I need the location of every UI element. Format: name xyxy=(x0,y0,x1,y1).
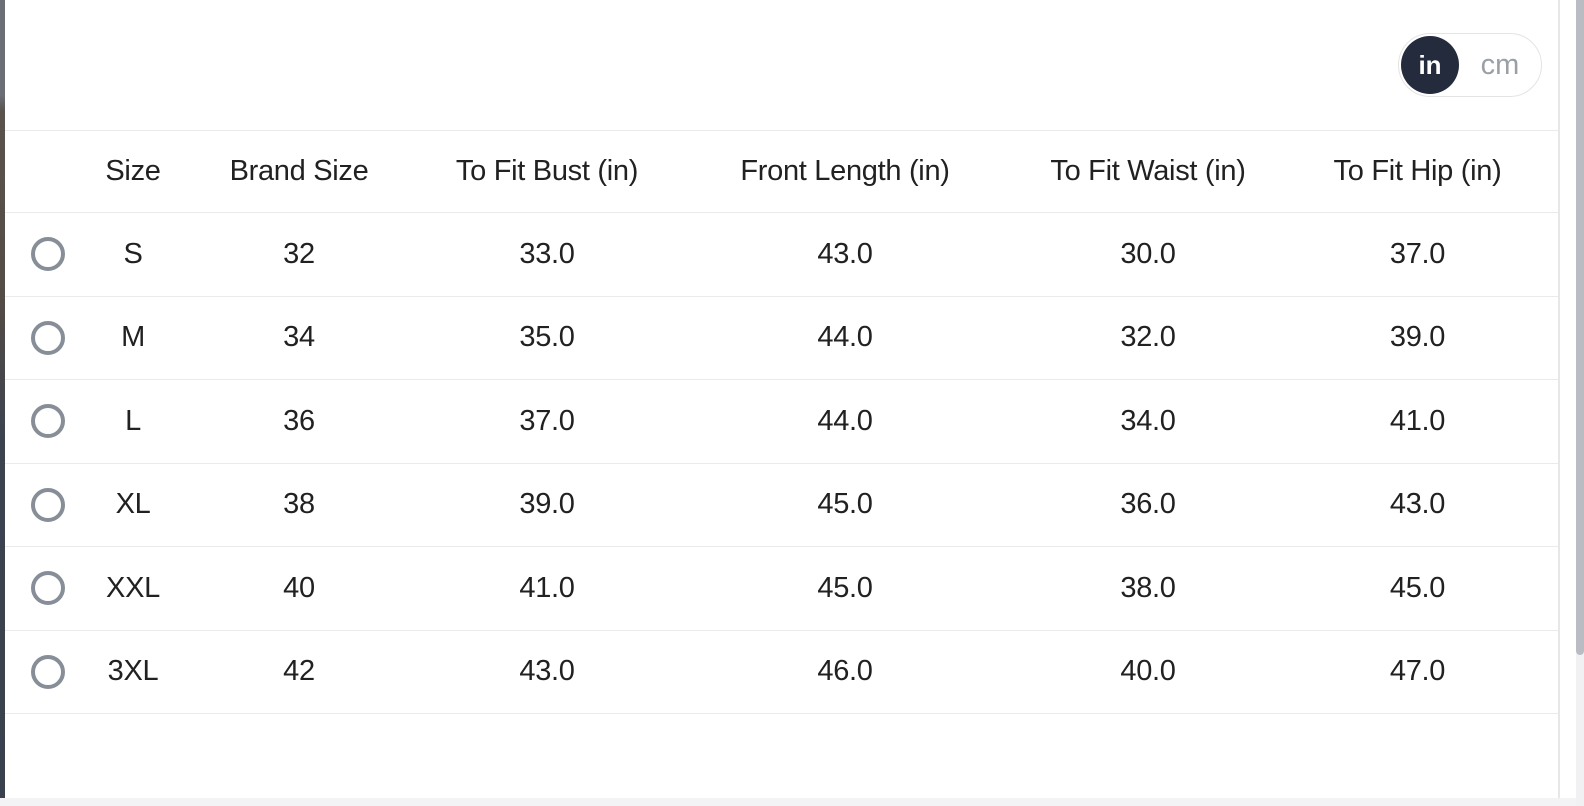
column-header-size: Size xyxy=(105,155,161,187)
panel-right-border xyxy=(1558,0,1560,798)
cell-front-length: 44.0 xyxy=(817,404,873,437)
size-radio[interactable] xyxy=(31,487,65,522)
cell-hip: 45.0 xyxy=(1389,571,1446,604)
table-row[interactable]: XXL 40 41.0 45.0 38.0 45.0 xyxy=(5,547,1558,631)
unit-toggle-in[interactable]: in xyxy=(1401,36,1459,94)
cell-hip: 47.0 xyxy=(1389,655,1446,688)
cell-bust: 43.0 xyxy=(519,655,575,688)
column-header-brand-size: Brand Size xyxy=(229,155,369,187)
cell-waist: 36.0 xyxy=(1120,488,1176,521)
cell-brand-size: 36 xyxy=(283,404,315,437)
cell-front-length: 45.0 xyxy=(817,571,873,604)
column-header-bust: To Fit Bust (in) xyxy=(455,155,639,187)
cell-bust: 33.0 xyxy=(519,237,575,270)
cell-size: 3XL xyxy=(107,655,159,688)
cell-brand-size: 42 xyxy=(283,655,315,688)
cell-bust: 35.0 xyxy=(519,321,575,354)
cell-size: M xyxy=(121,321,145,354)
cell-front-length: 43.0 xyxy=(817,237,873,270)
cell-size: L xyxy=(125,404,141,437)
table-row[interactable]: M 34 35.0 44.0 32.0 39.0 xyxy=(5,296,1558,380)
table-row[interactable]: S 32 33.0 43.0 30.0 37.0 xyxy=(5,213,1558,297)
cell-bust: 39.0 xyxy=(519,488,575,521)
cell-size: XL xyxy=(115,488,151,521)
cell-bust: 37.0 xyxy=(519,404,575,437)
unit-toggle[interactable]: in cm xyxy=(1398,33,1542,97)
cell-front-length: 45.0 xyxy=(817,488,873,521)
page-edge-backdrop xyxy=(0,0,5,798)
cell-size: XXL xyxy=(106,571,160,604)
unit-toggle-cm[interactable]: cm xyxy=(1480,48,1520,81)
table-row[interactable]: 3XL 42 43.0 46.0 40.0 47.0 xyxy=(5,630,1558,714)
cell-waist: 38.0 xyxy=(1120,571,1176,604)
scrollbar-thumb[interactable] xyxy=(1576,0,1584,655)
footer-edge xyxy=(0,798,1576,806)
cell-hip: 43.0 xyxy=(1389,488,1446,521)
cell-waist: 40.0 xyxy=(1120,655,1176,688)
table-header-row: Size Brand Size To Fit Bust (in) Front L… xyxy=(5,130,1558,213)
size-radio[interactable] xyxy=(31,237,65,272)
cell-hip: 41.0 xyxy=(1389,404,1446,437)
size-chart-table: Size Brand Size To Fit Bust (in) Front L… xyxy=(5,130,1558,714)
cell-waist: 34.0 xyxy=(1120,404,1176,437)
size-radio[interactable] xyxy=(31,654,65,689)
cell-bust: 41.0 xyxy=(519,571,575,604)
cell-waist: 30.0 xyxy=(1120,237,1176,270)
table-row[interactable]: XL 38 39.0 45.0 36.0 43.0 xyxy=(5,463,1558,547)
cell-brand-size: 32 xyxy=(283,237,315,270)
cell-hip: 37.0 xyxy=(1389,237,1446,270)
cell-waist: 32.0 xyxy=(1120,321,1176,354)
column-header-front-length: Front Length (in) xyxy=(740,155,950,187)
cell-brand-size: 40 xyxy=(283,571,315,604)
size-radio[interactable] xyxy=(31,404,65,439)
size-radio[interactable] xyxy=(31,571,65,606)
column-header-waist: To Fit Waist (in) xyxy=(1050,155,1246,187)
cell-brand-size: 38 xyxy=(283,488,315,521)
cell-hip: 39.0 xyxy=(1389,321,1446,354)
table-row[interactable]: L 36 37.0 44.0 34.0 41.0 xyxy=(5,380,1558,464)
cell-front-length: 46.0 xyxy=(817,655,873,688)
cell-brand-size: 34 xyxy=(283,321,315,354)
cell-front-length: 44.0 xyxy=(817,321,873,354)
column-header-hip: To Fit Hip (in) xyxy=(1333,155,1502,187)
cell-size: S xyxy=(123,237,143,270)
size-radio[interactable] xyxy=(31,320,65,355)
